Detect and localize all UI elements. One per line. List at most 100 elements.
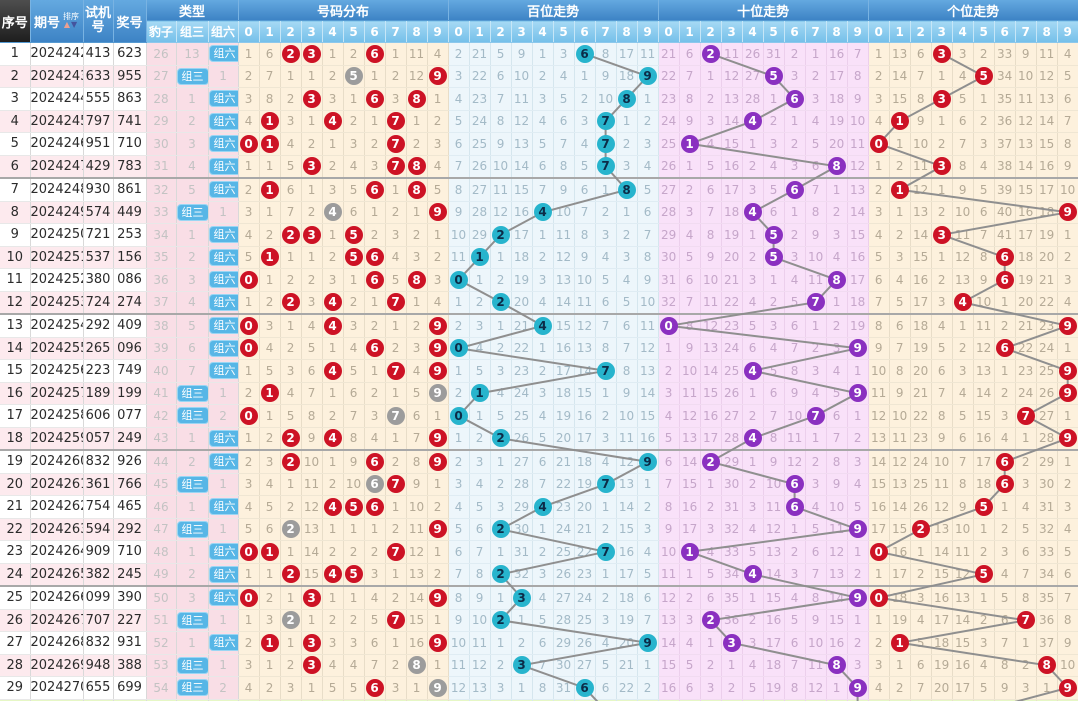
trend-cell: 24 — [910, 450, 932, 474]
trend-cell: 28 — [553, 609, 575, 632]
trend-cell: 20 — [574, 495, 596, 519]
sort-arrows[interactable]: ▲▼ — [63, 21, 79, 29]
trend-cell: 1 — [280, 586, 302, 610]
trend-cell: 1 — [679, 132, 701, 156]
type-cell-g3: 2 — [176, 450, 209, 474]
type-hit-badge: 组六 — [208, 226, 238, 244]
trend-cell: 2 — [259, 676, 281, 700]
type-hit-badge: 组六 — [208, 45, 238, 63]
digit-col-header: 5 — [763, 20, 785, 43]
hit-circle: 5 — [344, 497, 363, 516]
trend-cell: 6 — [364, 268, 386, 292]
trend-cell: 14 — [973, 382, 995, 405]
table-row: 26 2024267 707 227 51 组三 1 1 3 2 1 2 2 5 7 15 1 9 10 2 1 5 28 2… — [0, 609, 1078, 632]
trend-cell: 2 — [637, 110, 659, 133]
trend-cell: 2 — [301, 132, 323, 156]
trend-cell: 9 — [679, 110, 701, 133]
trend-cell: 28 — [1036, 427, 1058, 451]
trend-cell: 16 — [637, 427, 659, 451]
trend-cell: 1 — [1057, 223, 1078, 247]
period-header: 期号 排序 ▲▼ — [31, 12, 83, 31]
hit-circle: 3 — [512, 656, 531, 675]
hit-circle: 0 — [239, 316, 258, 335]
type-cell-g3: 组三 — [176, 518, 209, 541]
trend-cell: 1 — [889, 178, 911, 202]
period-cell: 2024256 — [30, 359, 84, 383]
trend-cell: 26 — [721, 382, 743, 405]
test-number-cell: 057 — [83, 427, 114, 451]
hit-circle: 9 — [428, 316, 447, 335]
trend-cell: 10 — [805, 246, 827, 269]
trend-cell: 2 — [238, 631, 260, 655]
trend-cell: 15 — [889, 518, 911, 541]
type-cell-bz: 42 — [146, 404, 177, 428]
trend-cell: 7 — [1015, 404, 1037, 428]
trend-cell: 14 — [826, 586, 848, 610]
hit-circle: 4 — [323, 497, 342, 516]
trend-cell: 2 — [532, 540, 554, 564]
trend-cell: 8 — [490, 110, 512, 133]
trend-cell: 4 — [826, 359, 848, 383]
hit-circle: 3 — [302, 225, 321, 244]
hit-circle: 3 — [932, 44, 951, 63]
type-hit-badge: 组六 — [208, 135, 238, 153]
trend-cell: 3 — [616, 155, 638, 179]
trend-cell: 7 — [553, 132, 575, 156]
trend-cell: 4 — [742, 359, 764, 383]
trend-cell: 7 — [826, 427, 848, 451]
trend-cell: 2 — [280, 268, 302, 292]
trend-cell: 9 — [847, 382, 869, 405]
sort-control[interactable]: 排序 ▲▼ — [63, 13, 79, 29]
seq-cell: 17 — [0, 404, 31, 428]
trend-cell: 1 — [322, 223, 344, 247]
table-row: 28 2024269 948 388 53 组三 1 3 1 2 3 4 4 7 2 8 1 11 12 2 3 7 30 2… — [0, 654, 1078, 677]
trend-cell: 3 — [322, 87, 344, 111]
type-cell-bz: 44 — [146, 450, 177, 474]
table-row: 15 2024256 223 749 40 7 组六 1 5 3 6 4 5 1 7 4 9 1 5 3 23 2 17 14… — [0, 359, 1078, 383]
trend-cell: 21 — [1036, 268, 1058, 292]
trend-cell: 3 — [406, 246, 428, 269]
trend-cell: 18 — [889, 586, 911, 610]
trend-cell: 6 — [931, 359, 953, 383]
trend-cell: 8 — [1015, 586, 1037, 610]
hit-circle: 1 — [260, 384, 279, 403]
hit-circle: 4 — [323, 316, 342, 335]
hit-circle: 0 — [869, 134, 888, 153]
trend-cell: 24 — [511, 382, 533, 405]
trend-cell: 11 — [910, 155, 932, 179]
hit-circle: 6 — [995, 270, 1014, 289]
trend-cell: 8 — [994, 654, 1016, 677]
trend-cell: 19 — [763, 676, 785, 700]
table-row: 24 2024265 382 245 49 2 组六 1 1 2 15 4 5 3 1 13 2 7 8 2 32 3 26… — [0, 563, 1078, 587]
hit-circle: 6 — [575, 678, 594, 697]
type-cell-g6: 1 — [208, 654, 239, 677]
trend-cell: 1 — [910, 540, 932, 564]
type-hit-badge: 组六 — [208, 498, 238, 516]
test-number-cell: 948 — [83, 654, 114, 677]
trend-cell: 16 — [616, 540, 638, 564]
trend-cell: 2 — [868, 631, 890, 655]
trend-cell: 2 — [427, 563, 449, 587]
seq-cell: 21 — [0, 495, 31, 519]
trend-cell: 12 — [406, 65, 428, 88]
trend-cell: 5 — [910, 631, 932, 655]
trend-cell: 22 — [469, 65, 491, 88]
seq-cell: 7 — [0, 178, 31, 202]
trend-cell: 6 — [490, 65, 512, 88]
prize-number-cell: 749 — [113, 359, 147, 383]
trend-cell: 2 — [532, 359, 554, 383]
digit-col-header: 5 — [973, 20, 995, 43]
type-cell-g3: 组三 — [176, 609, 209, 632]
trend-cell: 1 — [616, 110, 638, 133]
trend-cell: 15 — [721, 132, 743, 156]
trend-cell: 21 — [910, 382, 932, 405]
trend-cell: 13 — [637, 359, 659, 383]
trend-cell: 2 — [700, 495, 722, 519]
trend-cell: 7 — [595, 155, 617, 179]
sort-desc-icon[interactable]: ▼ — [71, 20, 79, 29]
trend-cell: 4 — [742, 654, 764, 677]
trend-cell: 14 — [847, 201, 869, 224]
sort-asc-icon[interactable]: ▲ — [63, 20, 71, 29]
hit-circle: 0 — [239, 406, 258, 425]
trend-cell: 8 — [784, 359, 806, 383]
